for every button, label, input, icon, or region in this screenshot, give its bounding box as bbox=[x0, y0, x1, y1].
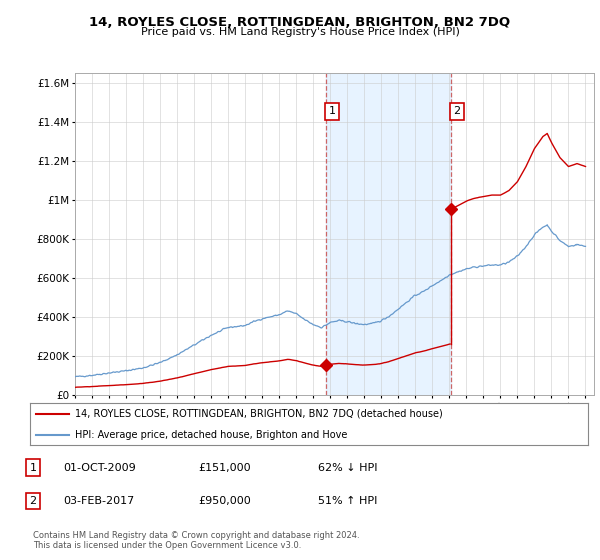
Text: 14, ROYLES CLOSE, ROTTINGDEAN, BRIGHTON, BN2 7DQ (detached house): 14, ROYLES CLOSE, ROTTINGDEAN, BRIGHTON,… bbox=[74, 409, 442, 419]
Text: 62% ↓ HPI: 62% ↓ HPI bbox=[318, 463, 377, 473]
Text: 2: 2 bbox=[29, 496, 37, 506]
Text: 51% ↑ HPI: 51% ↑ HPI bbox=[318, 496, 377, 506]
Text: 1: 1 bbox=[329, 106, 335, 116]
Text: £950,000: £950,000 bbox=[198, 496, 251, 506]
Text: 14, ROYLES CLOSE, ROTTINGDEAN, BRIGHTON, BN2 7DQ: 14, ROYLES CLOSE, ROTTINGDEAN, BRIGHTON,… bbox=[89, 16, 511, 29]
Bar bbox=[326, 73, 451, 395]
Text: Contains HM Land Registry data © Crown copyright and database right 2024.
This d: Contains HM Land Registry data © Crown c… bbox=[33, 531, 359, 550]
Text: 2: 2 bbox=[453, 106, 460, 116]
Text: HPI: Average price, detached house, Brighton and Hove: HPI: Average price, detached house, Brig… bbox=[74, 430, 347, 440]
Text: 1: 1 bbox=[29, 463, 37, 473]
Text: Price paid vs. HM Land Registry's House Price Index (HPI): Price paid vs. HM Land Registry's House … bbox=[140, 27, 460, 37]
Text: £151,000: £151,000 bbox=[198, 463, 251, 473]
Text: 01-OCT-2009: 01-OCT-2009 bbox=[63, 463, 136, 473]
Text: 03-FEB-2017: 03-FEB-2017 bbox=[63, 496, 134, 506]
